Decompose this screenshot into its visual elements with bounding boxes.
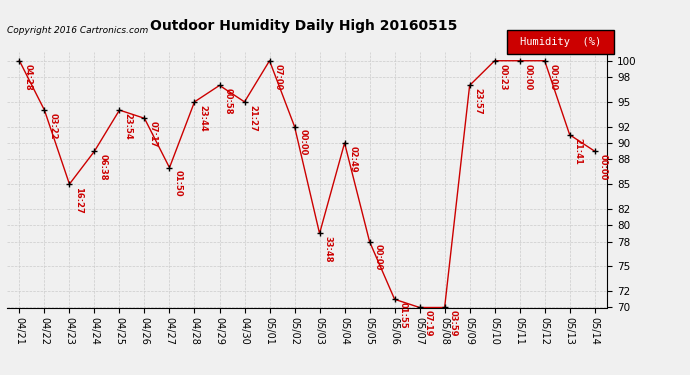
Text: 33:48: 33:48 — [324, 236, 333, 263]
Text: 01:55: 01:55 — [399, 302, 408, 329]
Text: 07:00: 07:00 — [274, 63, 283, 90]
Text: 23:44: 23:44 — [199, 105, 208, 131]
Text: 21:27: 21:27 — [248, 105, 257, 131]
Text: 00:00: 00:00 — [599, 154, 608, 180]
Text: 00:00: 00:00 — [374, 244, 383, 271]
Text: 03:22: 03:22 — [48, 113, 57, 140]
Text: Copyright 2016 Cartronics.com: Copyright 2016 Cartronics.com — [7, 26, 148, 35]
Text: 07:19: 07:19 — [424, 310, 433, 337]
Text: 00:23: 00:23 — [499, 63, 508, 90]
Text: 21:41: 21:41 — [574, 138, 583, 164]
Text: 04:28: 04:28 — [23, 63, 32, 90]
Text: Humidity  (%): Humidity (%) — [520, 37, 601, 47]
Text: 00:58: 00:58 — [224, 88, 233, 115]
Text: 03:59: 03:59 — [448, 310, 457, 337]
Text: 00:00: 00:00 — [299, 129, 308, 156]
Text: 02:49: 02:49 — [348, 146, 357, 172]
Text: 00:00: 00:00 — [524, 63, 533, 90]
Text: 23:54: 23:54 — [124, 113, 132, 140]
Text: 23:57: 23:57 — [474, 88, 483, 115]
Text: Outdoor Humidity Daily High 20160515: Outdoor Humidity Daily High 20160515 — [150, 19, 457, 33]
Text: 00:00: 00:00 — [549, 63, 558, 90]
Text: 16:27: 16:27 — [74, 187, 83, 214]
Text: 06:38: 06:38 — [99, 154, 108, 180]
Text: 01:50: 01:50 — [174, 171, 183, 197]
Text: 07:17: 07:17 — [148, 121, 157, 148]
